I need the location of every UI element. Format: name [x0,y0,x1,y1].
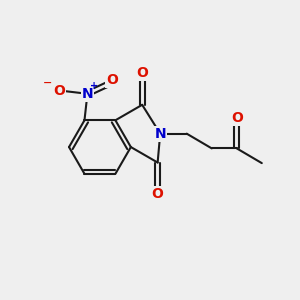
Text: N: N [154,127,166,141]
Text: −: − [42,78,52,88]
Text: O: O [136,66,148,80]
Text: +: + [90,81,98,92]
Text: O: O [106,73,118,87]
Text: N: N [82,87,93,101]
Text: O: O [231,111,243,125]
Text: O: O [152,187,164,201]
Text: O: O [53,84,65,98]
